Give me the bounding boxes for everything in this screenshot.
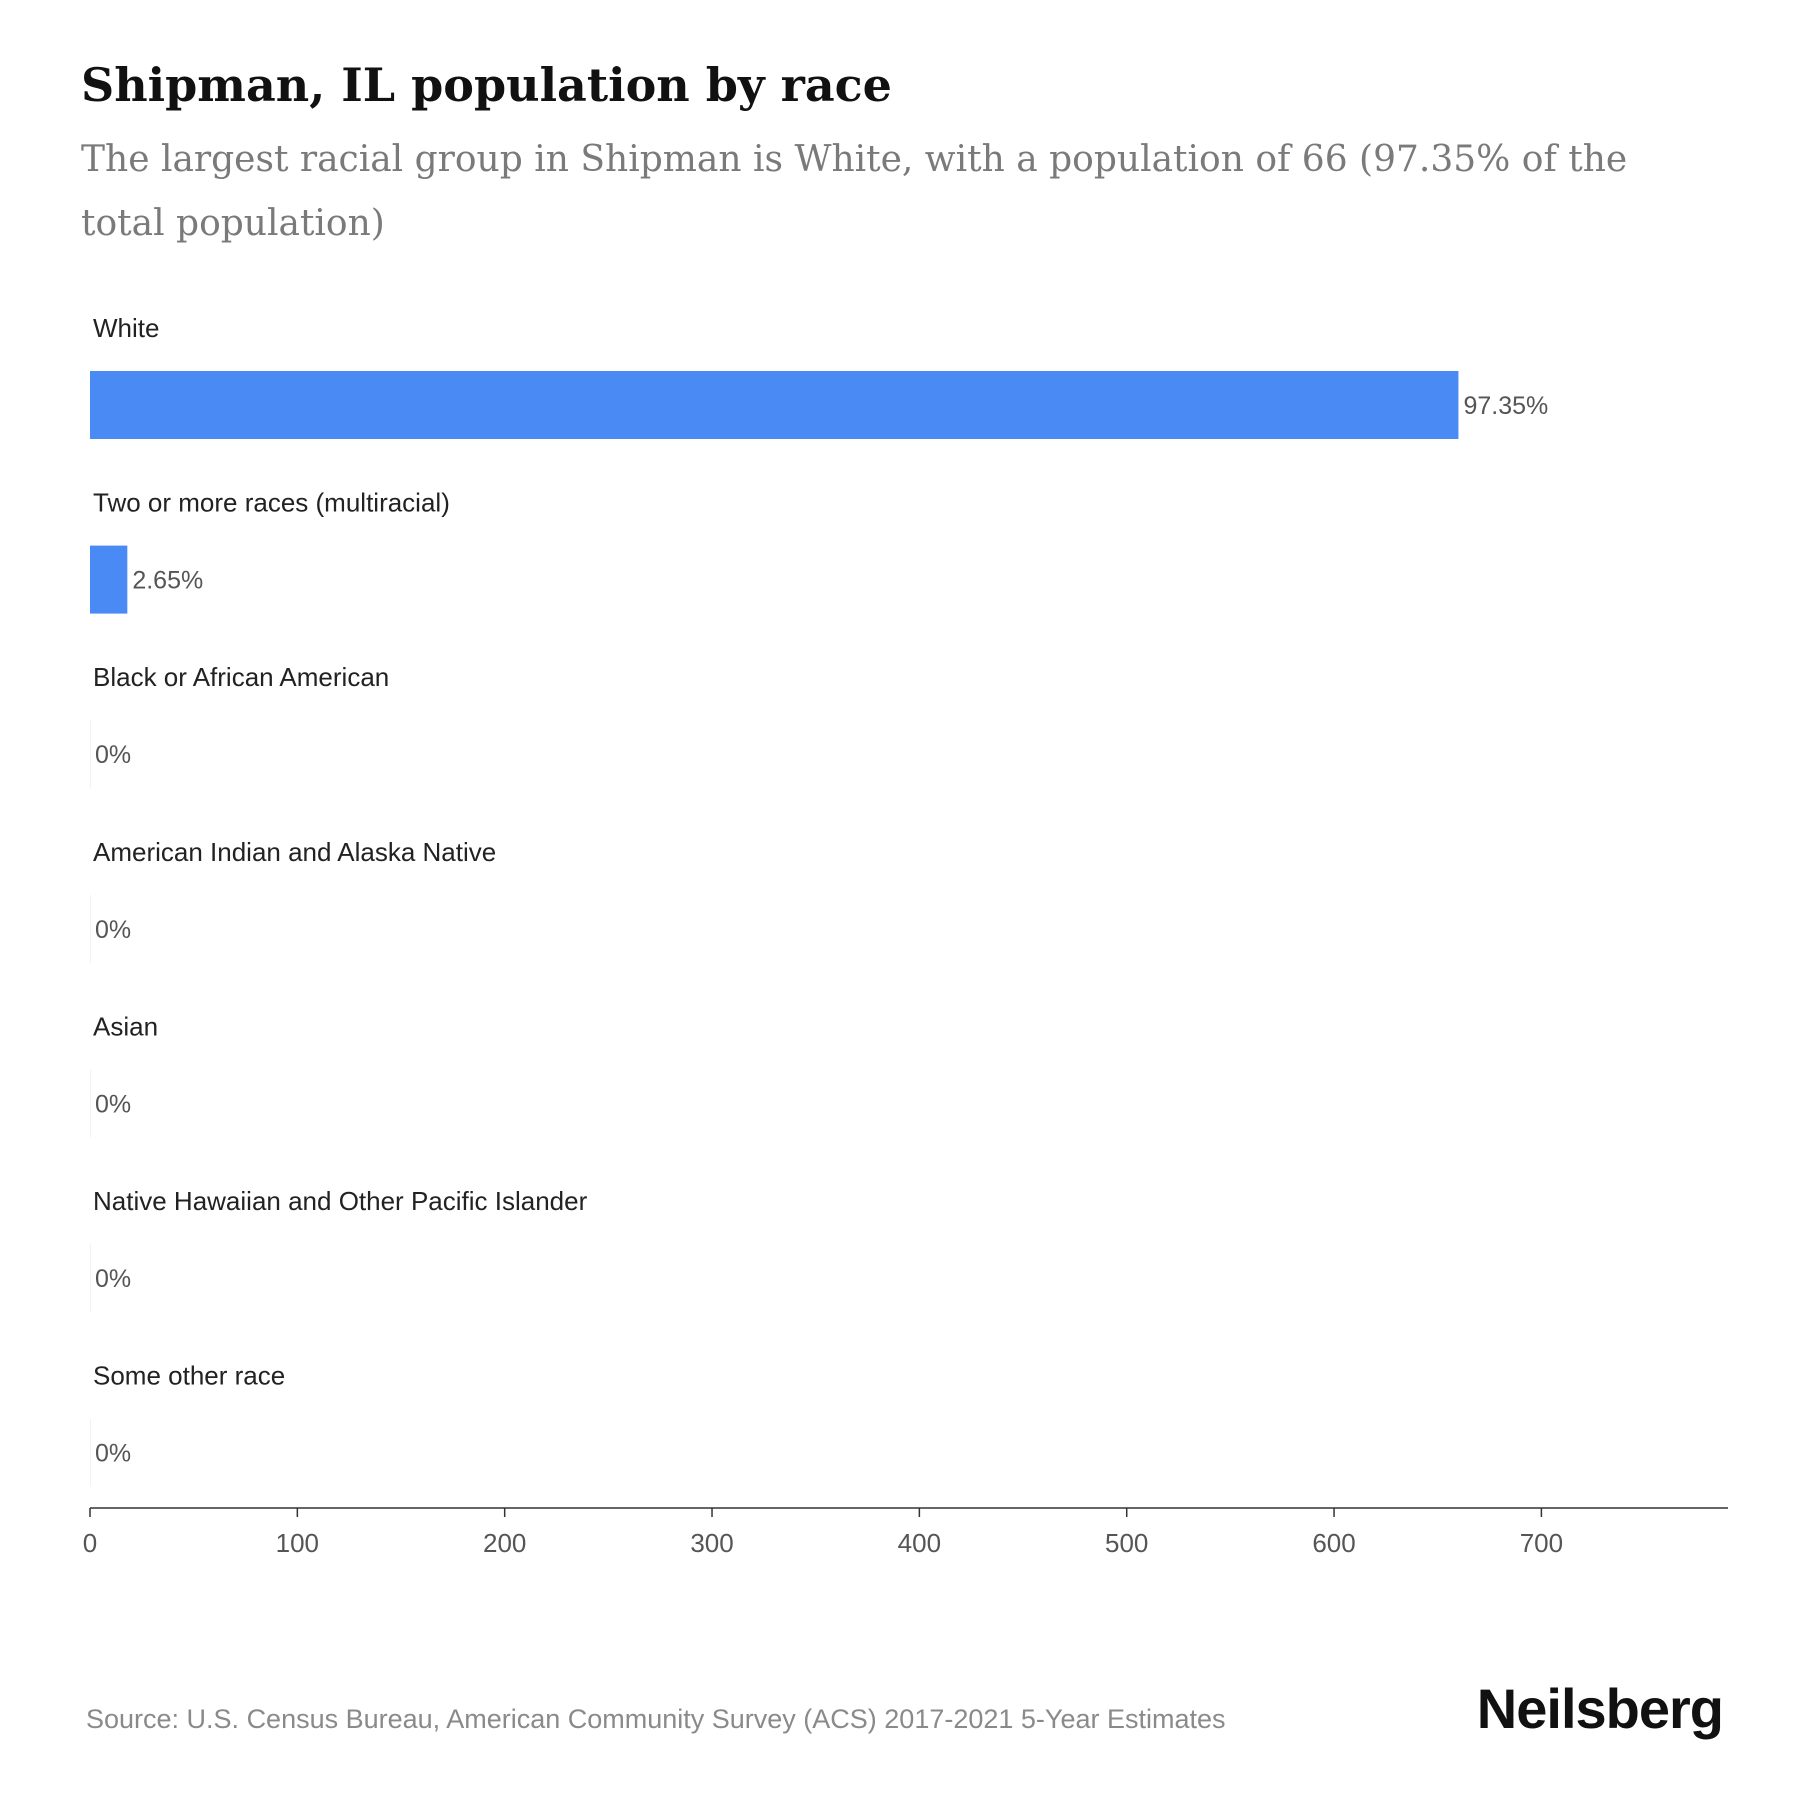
- chart-title: Shipman, IL population by race: [81, 58, 892, 112]
- bar: [90, 894, 91, 963]
- data-label: 97.35%: [1463, 392, 1548, 420]
- chart-subtitle: The largest racial group in Shipman is W…: [81, 139, 1628, 244]
- bar: [90, 1069, 91, 1138]
- category-label: Native Hawaiian and Other Pacific Island…: [93, 1186, 588, 1216]
- x-tick-label: 400: [898, 1528, 941, 1558]
- data-label: 0%: [95, 1440, 131, 1468]
- category-label: Black or African American: [93, 662, 389, 692]
- data-label: 0%: [95, 1090, 131, 1118]
- bar: [90, 720, 91, 789]
- category-label: American Indian and Alaska Native: [93, 837, 496, 867]
- data-label: 2.65%: [132, 567, 203, 595]
- category-label: Some other race: [93, 1361, 285, 1391]
- x-tick-label: 500: [1105, 1528, 1148, 1558]
- source-note: Source: U.S. Census Bureau, American Com…: [86, 1704, 1226, 1734]
- x-tick-label: 700: [1520, 1528, 1563, 1558]
- brand-logo: Neilsberg: [1476, 1677, 1724, 1740]
- data-label: 0%: [95, 1265, 131, 1293]
- x-axis: 0 100 200 300 400 500 600 700: [83, 1507, 1728, 1558]
- category-label: Asian: [93, 1011, 158, 1041]
- category-label: Two or more races (multiracial): [93, 488, 450, 518]
- x-tick-label: 200: [483, 1528, 526, 1558]
- x-tick-label: 300: [690, 1528, 733, 1558]
- bar: [90, 1244, 91, 1312]
- bars-layer: White 97.35% Two or more races (multiracia…: [90, 313, 1548, 1487]
- data-label: 0%: [95, 916, 131, 944]
- data-label: 0%: [95, 741, 131, 769]
- bar: [90, 371, 1459, 439]
- bar: [90, 545, 128, 614]
- bar: [90, 1418, 91, 1487]
- x-tick-label: 100: [276, 1528, 319, 1558]
- x-tick-label: 0: [83, 1528, 97, 1558]
- x-tick-label: 600: [1312, 1528, 1355, 1558]
- category-label: White: [93, 313, 159, 343]
